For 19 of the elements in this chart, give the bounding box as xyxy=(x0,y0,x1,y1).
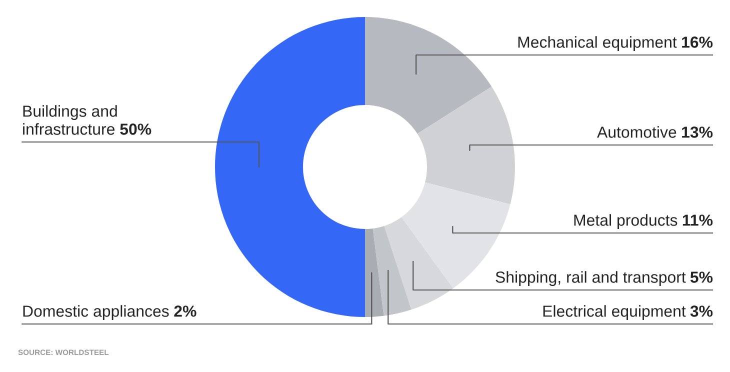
slice-label: Shipping, rail and transport xyxy=(496,271,686,286)
donut-slice xyxy=(215,17,365,317)
data-label: 13% xyxy=(682,126,713,138)
data-label: 11% xyxy=(682,214,713,226)
slice-label: Metal products xyxy=(574,214,678,229)
slice-label: Automotive xyxy=(597,126,676,138)
donut-slice xyxy=(372,226,412,316)
data-label: 50% xyxy=(120,124,152,135)
donut-slice xyxy=(417,86,515,204)
data-label: 2% xyxy=(174,306,196,317)
donut-slice xyxy=(365,228,384,317)
slice-label: Domestic appliances xyxy=(23,305,169,320)
data-label: 16% xyxy=(682,36,713,48)
donut-slice xyxy=(365,17,492,134)
data-label: 3% xyxy=(690,306,713,317)
data-label: 5% xyxy=(690,272,713,283)
slice-label: Buildings and infrastructure xyxy=(23,105,117,135)
slice-label: Mechanical equipment xyxy=(518,36,677,51)
slice-label: Electrical equipment xyxy=(543,305,686,320)
